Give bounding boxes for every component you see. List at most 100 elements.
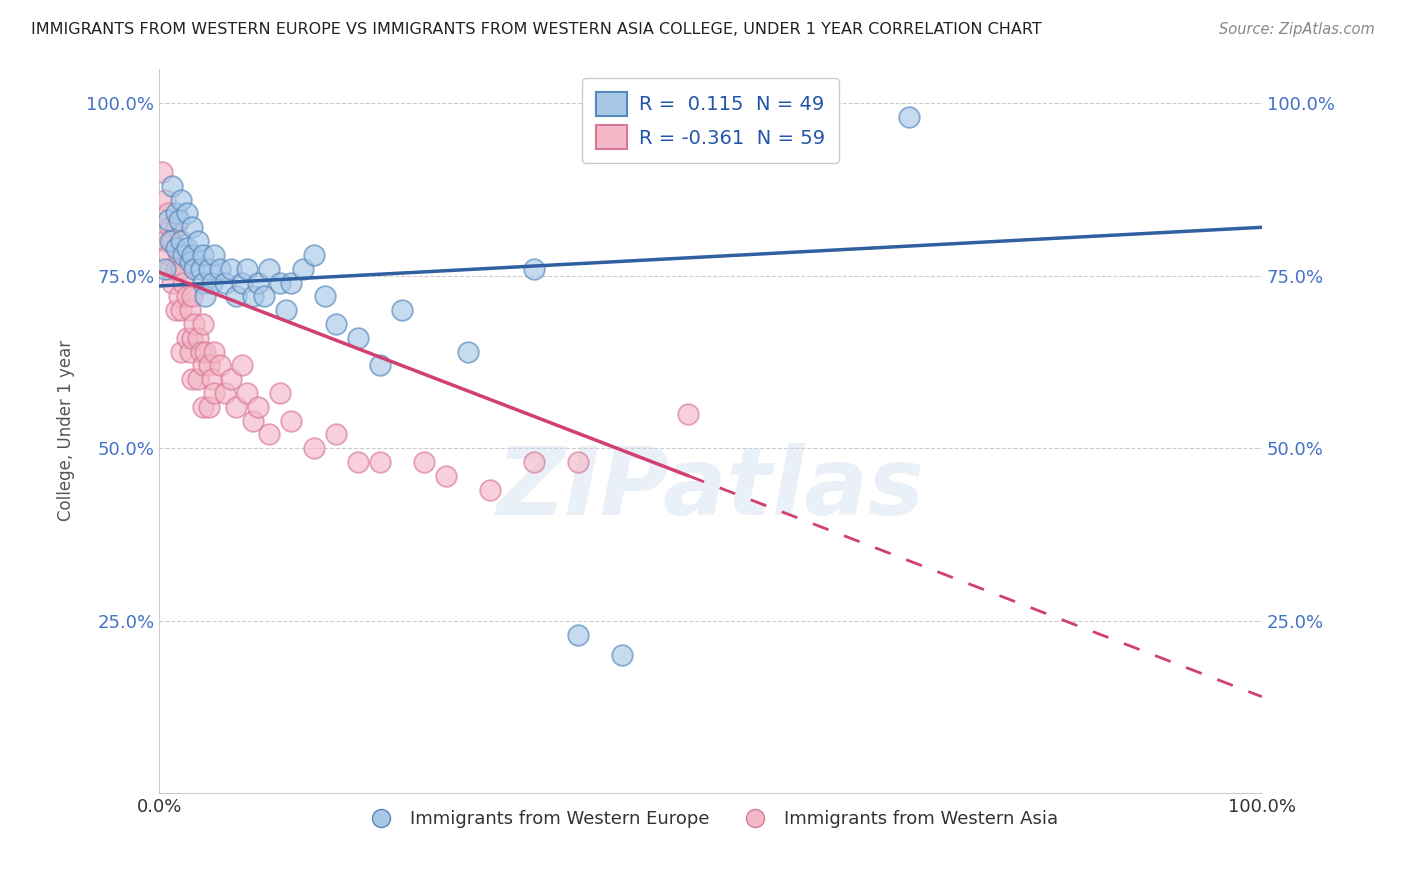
Text: Source: ZipAtlas.com: Source: ZipAtlas.com — [1219, 22, 1375, 37]
Point — [179, 303, 201, 318]
Point — [181, 372, 204, 386]
Point — [302, 441, 325, 455]
Point — [197, 400, 219, 414]
Point — [165, 241, 187, 255]
Point — [202, 344, 225, 359]
Point — [274, 303, 297, 318]
Point — [247, 400, 270, 414]
Point — [153, 234, 176, 248]
Point — [225, 400, 247, 414]
Point — [193, 248, 215, 262]
Point — [368, 359, 391, 373]
Point — [269, 386, 291, 401]
Point — [325, 317, 347, 331]
Point — [202, 248, 225, 262]
Point — [167, 213, 190, 227]
Y-axis label: College, Under 1 year: College, Under 1 year — [58, 341, 75, 522]
Point — [159, 261, 181, 276]
Point — [391, 303, 413, 318]
Point — [156, 248, 179, 262]
Point — [176, 241, 198, 255]
Point — [231, 359, 253, 373]
Point — [190, 344, 212, 359]
Point — [202, 386, 225, 401]
Point — [219, 261, 242, 276]
Point — [162, 276, 184, 290]
Point — [179, 255, 201, 269]
Point — [259, 261, 281, 276]
Point — [346, 331, 368, 345]
Point — [162, 178, 184, 193]
Point — [291, 261, 314, 276]
Point — [225, 289, 247, 303]
Point — [478, 483, 501, 497]
Point — [368, 455, 391, 469]
Point — [194, 344, 217, 359]
Point — [165, 220, 187, 235]
Point — [170, 344, 193, 359]
Point — [193, 276, 215, 290]
Point — [176, 206, 198, 220]
Point — [153, 193, 176, 207]
Point — [162, 234, 184, 248]
Point — [523, 455, 546, 469]
Point — [176, 289, 198, 303]
Point — [197, 261, 219, 276]
Point — [302, 248, 325, 262]
Point — [193, 317, 215, 331]
Point — [208, 359, 231, 373]
Point — [898, 110, 921, 124]
Point — [523, 261, 546, 276]
Point — [156, 206, 179, 220]
Point — [187, 234, 209, 248]
Point — [167, 289, 190, 303]
Point — [165, 206, 187, 220]
Point — [165, 303, 187, 318]
Point — [678, 407, 700, 421]
Point — [236, 261, 259, 276]
Point — [567, 627, 589, 641]
Point — [176, 331, 198, 345]
Point — [179, 344, 201, 359]
Point — [325, 427, 347, 442]
Point — [172, 248, 194, 262]
Point — [187, 331, 209, 345]
Point — [231, 276, 253, 290]
Point — [170, 303, 193, 318]
Point — [193, 359, 215, 373]
Text: ZIPatlas: ZIPatlas — [496, 443, 925, 535]
Point — [181, 289, 204, 303]
Point — [170, 234, 193, 248]
Point — [165, 261, 187, 276]
Point — [253, 289, 276, 303]
Point — [214, 276, 236, 290]
Point — [183, 261, 205, 276]
Point — [314, 289, 336, 303]
Point — [152, 165, 174, 179]
Point — [242, 414, 264, 428]
Point — [153, 261, 176, 276]
Point — [346, 455, 368, 469]
Point — [167, 248, 190, 262]
Legend: Immigrants from Western Europe, Immigrants from Western Asia: Immigrants from Western Europe, Immigran… — [356, 803, 1066, 835]
Point — [280, 414, 302, 428]
Point — [612, 648, 634, 663]
Text: IMMIGRANTS FROM WESTERN EUROPE VS IMMIGRANTS FROM WESTERN ASIA COLLEGE, UNDER 1 : IMMIGRANTS FROM WESTERN EUROPE VS IMMIGR… — [31, 22, 1042, 37]
Point — [236, 386, 259, 401]
Point — [193, 400, 215, 414]
Point — [201, 372, 224, 386]
Point — [170, 193, 193, 207]
Point — [434, 468, 457, 483]
Point — [187, 372, 209, 386]
Point — [457, 344, 479, 359]
Point — [156, 213, 179, 227]
Point — [181, 220, 204, 235]
Point — [247, 276, 270, 290]
Point — [567, 455, 589, 469]
Point — [181, 331, 204, 345]
Point — [259, 427, 281, 442]
Point — [172, 276, 194, 290]
Point — [170, 261, 193, 276]
Point — [181, 248, 204, 262]
Point — [269, 276, 291, 290]
